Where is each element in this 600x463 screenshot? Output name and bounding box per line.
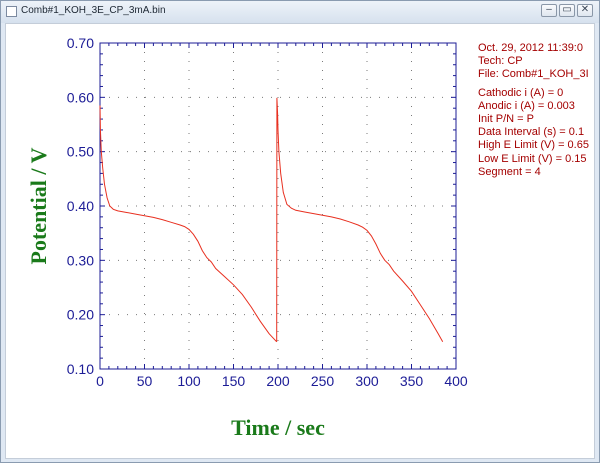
x-tick-label: 50	[137, 373, 153, 389]
app-icon	[6, 6, 17, 17]
close-button[interactable]: ✕	[577, 4, 593, 17]
data-trace-segment-2	[276, 97, 444, 343]
window-title: Comb#1_KOH_3E_CP_3mA.bin	[21, 5, 166, 16]
x-tick-label: 250	[311, 373, 335, 389]
plot-area: 0 50 100 150 200 250 300 350 400 0.10 0.20 0.30 0.40…	[5, 23, 595, 459]
info-line: File: Comb#1_KOH_3I	[478, 68, 589, 81]
x-axis-title: Time / sec	[231, 415, 325, 440]
y-tick-label: 0.50	[67, 144, 94, 160]
x-tick-label: 100	[177, 373, 201, 389]
x-tick-label: 0	[96, 373, 104, 389]
restore-button[interactable]: ▭	[559, 4, 575, 17]
x-tick-label: 350	[400, 373, 424, 389]
y-tick-label: 0.70	[67, 35, 94, 51]
title-bar[interactable]: Comb#1_KOH_3E_CP_3mA.bin – ▭ ✕	[1, 1, 599, 23]
y-tick-label: 0.20	[67, 307, 94, 323]
y-tick-label: 0.10	[67, 361, 94, 377]
x-tick-label: 400	[444, 373, 468, 389]
minimize-button[interactable]: –	[541, 4, 557, 17]
minimize-icon: –	[546, 4, 552, 15]
info-panel: Oct. 29, 2012 11:39:0 Tech: CP File: Comb#…	[478, 42, 594, 179]
x-tick-label: 150	[222, 373, 246, 389]
x-tick-label: 200	[266, 373, 290, 389]
y-axis-title: Potential / V	[26, 147, 51, 264]
y-tick-label: 0.60	[67, 89, 94, 105]
info-line: Data Interval (s) = 0.1	[478, 126, 585, 139]
info-line: Low E Limit (V) = 0.15	[478, 152, 587, 165]
y-tick-label: 0.40	[67, 198, 94, 214]
info-line: High E Limit (V) = 0.65	[478, 139, 589, 152]
info-line: Tech: CP	[478, 55, 523, 68]
y-tick-label: 0.30	[67, 252, 94, 268]
info-line: Oct. 29, 2012 11:39:0	[478, 42, 583, 54]
potential-time-chart: 0 50 100 150 200 250 300 350 400 0.10 0.20 0.30 0.40…	[26, 35, 468, 440]
info-line: Segment = 4	[478, 165, 541, 178]
info-line: Anodic i (A) = 0.003	[478, 99, 575, 112]
restore-icon: ▭	[562, 4, 572, 15]
data-trace-segment-1	[99, 105, 278, 343]
info-line: Cathodic i (A) = 0	[478, 86, 564, 99]
info-line: Init P/N = P	[478, 113, 534, 126]
x-tick-label: 300	[355, 373, 379, 389]
close-icon: ✕	[580, 4, 590, 15]
